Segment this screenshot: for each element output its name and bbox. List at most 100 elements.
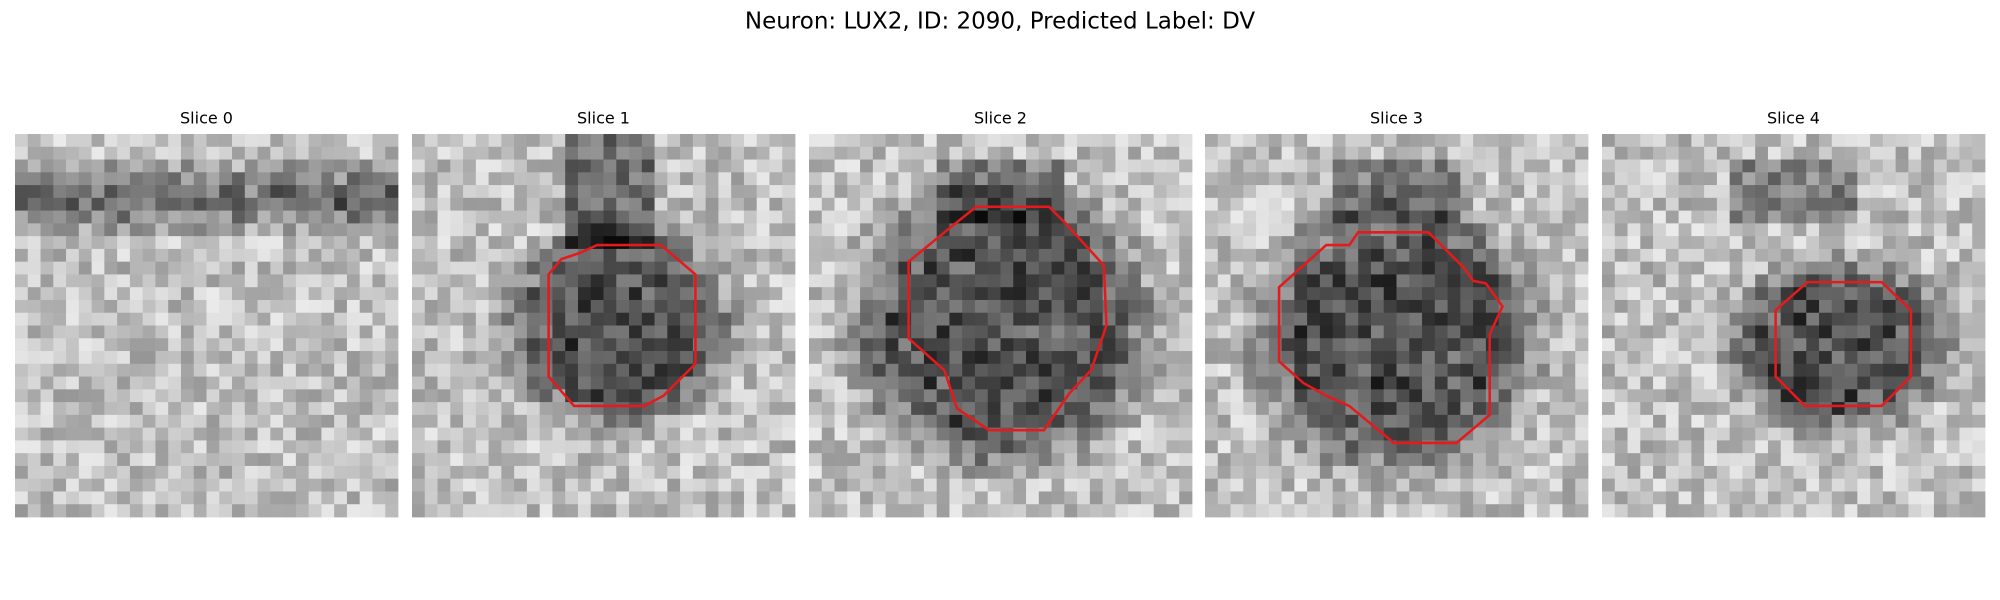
pixel — [1665, 363, 1679, 377]
pixel — [193, 210, 207, 224]
pixel — [616, 453, 630, 467]
pixel — [142, 440, 156, 454]
pixel — [1844, 453, 1858, 467]
pixel — [1217, 223, 1231, 237]
pixel — [1013, 389, 1027, 403]
pixel — [1396, 159, 1410, 173]
pixel — [1013, 236, 1027, 250]
pixel — [104, 376, 118, 390]
pixel — [692, 504, 707, 518]
pixel — [437, 261, 451, 275]
pixel — [1716, 248, 1731, 263]
pixel — [872, 261, 886, 275]
pixel — [1549, 453, 1563, 467]
pixel — [1422, 363, 1436, 377]
pixel — [885, 389, 899, 403]
pixel — [667, 159, 681, 173]
pixel — [1946, 440, 1960, 454]
pixel — [1972, 478, 1986, 492]
pixel — [590, 338, 604, 352]
pixel — [437, 363, 451, 377]
pixel — [206, 236, 220, 250]
pixel — [104, 299, 118, 314]
pixel — [142, 453, 156, 467]
pixel — [1026, 351, 1040, 365]
pixel — [40, 134, 54, 148]
pixel — [949, 312, 963, 326]
pixel — [53, 440, 67, 454]
pixel — [565, 159, 579, 173]
pixel — [1256, 478, 1270, 492]
pixel — [1000, 248, 1014, 263]
pixel — [1536, 465, 1551, 480]
pixel — [1140, 504, 1155, 518]
pixel — [885, 274, 899, 288]
pixel — [1422, 172, 1436, 186]
pixel — [346, 376, 361, 390]
pixel — [1857, 134, 1871, 148]
pixel — [1256, 287, 1270, 301]
pixel — [463, 312, 477, 326]
pixel — [424, 440, 438, 454]
pixel — [1026, 185, 1040, 199]
pixel — [539, 223, 553, 237]
pixel — [437, 236, 451, 250]
pixel — [1089, 414, 1104, 429]
pixel — [1511, 172, 1525, 186]
pixel — [244, 185, 258, 199]
pixel — [424, 172, 438, 186]
pixel — [1307, 185, 1321, 199]
pixel — [577, 146, 592, 160]
pixel — [1819, 299, 1833, 314]
pixel — [1575, 402, 1589, 416]
pixel — [40, 312, 54, 326]
pixel — [295, 363, 310, 377]
pixel — [1536, 363, 1551, 377]
pixel — [1038, 185, 1052, 199]
pixel — [654, 236, 668, 250]
pixel — [104, 185, 118, 199]
pixel — [1665, 402, 1679, 416]
pixel — [526, 146, 541, 160]
pixel — [1575, 134, 1589, 148]
pixel — [718, 299, 732, 314]
pixel — [257, 465, 271, 480]
pixel — [847, 414, 861, 429]
pixel — [1755, 491, 1769, 505]
pixel — [641, 325, 655, 339]
pixel — [257, 299, 271, 314]
pixel — [872, 299, 886, 314]
pixel — [860, 146, 874, 160]
pixel — [488, 363, 502, 377]
pixel — [1051, 287, 1065, 301]
pixel — [180, 363, 195, 377]
pixel — [488, 134, 502, 148]
pixel — [168, 261, 182, 275]
pixel — [1691, 491, 1705, 505]
pixel — [1345, 261, 1359, 275]
pixel — [501, 312, 515, 326]
pixel — [923, 261, 938, 275]
pixel — [1230, 338, 1244, 352]
pixel — [514, 248, 528, 263]
pixel — [104, 402, 118, 416]
pixel — [1089, 312, 1104, 326]
pixel — [756, 504, 770, 518]
pixel — [1358, 465, 1372, 480]
pixel — [385, 236, 399, 250]
pixel — [1882, 363, 1897, 377]
pixel — [847, 134, 861, 148]
pixel — [66, 414, 80, 429]
pixel — [488, 491, 502, 505]
pixel — [860, 363, 874, 377]
pixel — [91, 185, 105, 199]
pixel — [1422, 236, 1436, 250]
pixel — [232, 363, 246, 377]
pixel — [488, 185, 502, 199]
pixel — [321, 261, 335, 275]
pixel — [1256, 440, 1270, 454]
pixel — [1077, 146, 1091, 160]
pixel — [129, 274, 144, 288]
pixel — [526, 389, 541, 403]
pixel — [91, 453, 105, 467]
